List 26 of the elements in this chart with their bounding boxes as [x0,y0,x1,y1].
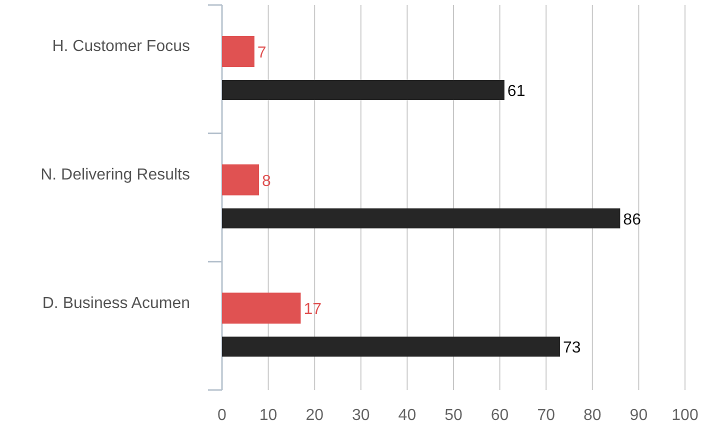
x-tick-label: 30 [352,407,370,424]
x-tick-label: 40 [398,407,416,424]
data-label: 17 [304,301,322,318]
x-tick-label: 100 [672,407,698,424]
x-tick-label: 90 [630,407,648,424]
bar [222,336,560,357]
bar [222,292,301,324]
data-label: 86 [623,211,642,228]
y-tick-label: D. Business Acumen [42,294,190,312]
bar [222,36,254,67]
data-label: 73 [562,340,581,357]
y-tick-label: N. Delivering Results [40,166,190,184]
x-tick-label: 80 [584,407,602,424]
bar [222,164,260,196]
x-tick-label: 20 [306,407,324,424]
x-tick-label: 70 [537,407,556,424]
data-label: 8 [262,172,272,190]
x-tick-label: 10 [259,407,278,424]
data-label: 7 [257,44,266,62]
x-tick-label: 50 [444,407,462,424]
data-label: 61 [507,83,526,100]
x-tick-label: 0 [218,407,227,424]
x-tick-label: 60 [490,407,509,424]
bar [222,80,504,100]
y-tick-label: H. Customer Focus [52,38,190,56]
bar [222,208,620,228]
